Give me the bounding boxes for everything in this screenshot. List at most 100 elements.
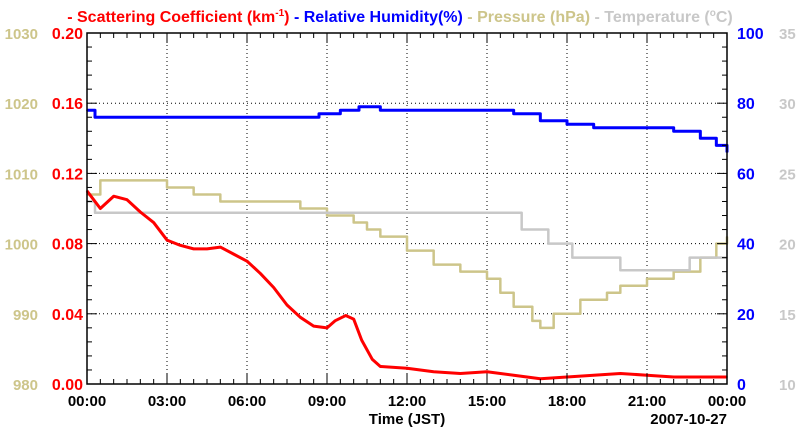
- data-point-scattering: [512, 374, 515, 377]
- series-line-scattering: [85, 190, 727, 381]
- y-tick-label-humidity: 60: [737, 166, 755, 183]
- x-axis-label: Time (JST): [369, 411, 445, 428]
- y-tick-label-humidity: 20: [737, 307, 755, 324]
- x-tick-label: 03:00: [148, 393, 186, 410]
- legend-label: - Relative Humidity(%): [290, 9, 463, 26]
- y-tick-label-pressure: 1010: [5, 166, 38, 183]
- data-point-humidity: [512, 112, 515, 115]
- y-tick-label-pressure: 1020: [5, 96, 38, 113]
- data-point-pressure: [531, 320, 534, 322]
- data-point-pressure: [99, 179, 102, 182]
- data-point-pressure: [326, 214, 328, 217]
- data-point-temperature: [571, 256, 574, 259]
- y-tick-label-temperature: 25: [779, 166, 796, 183]
- data-point-humidity: [699, 137, 702, 140]
- legend-label: - Scattering Coefficient (km: [67, 9, 275, 26]
- x-tick-label: 15:00: [468, 393, 506, 410]
- y-tick-label-scattering: 0.12: [52, 166, 83, 183]
- x-tick-label: 12:00: [388, 393, 426, 410]
- data-point-humidity: [592, 126, 595, 129]
- y-tick-label-temperature: 15: [779, 307, 796, 324]
- legend-entry: - Temperature (oC): [590, 8, 733, 26]
- data-point-scattering: [672, 376, 675, 378]
- data-point-scattering: [326, 327, 328, 329]
- y-tick-label-pressure: 980: [13, 377, 38, 394]
- y-tick-label-pressure: 1000: [5, 237, 38, 254]
- data-point-pressure: [512, 305, 515, 308]
- data-point-pressure: [646, 277, 648, 280]
- legend: - Scattering Coefficient (km-1) - Relati…: [67, 8, 733, 26]
- data-point-scattering: [206, 248, 208, 250]
- x-tick-label: 21:00: [628, 393, 666, 410]
- data-point-scattering: [299, 316, 302, 319]
- y-tick-label-scattering: 0.08: [52, 237, 83, 254]
- y-tick-label-scattering: 0.04: [52, 307, 83, 324]
- data-point-scattering: [371, 358, 374, 361]
- data-point-scattering: [592, 374, 595, 377]
- data-point-humidity: [499, 109, 502, 112]
- data-point-scattering: [272, 286, 275, 289]
- data-point-scattering: [246, 260, 248, 262]
- data-point-temperature: [520, 228, 523, 231]
- y-tick-label-humidity: 100: [737, 26, 764, 43]
- data-point-humidity: [358, 105, 360, 108]
- data-point-scattering: [286, 304, 288, 306]
- data-point-pressure: [606, 291, 608, 294]
- data-point-humidity: [659, 126, 662, 129]
- data-point-scattering: [166, 239, 168, 241]
- legend-superscript: o: [710, 8, 716, 19]
- data-point-pressure: [192, 193, 195, 196]
- data-point-pressure: [379, 235, 382, 238]
- x-tick-label: 18:00: [548, 393, 586, 410]
- data-point-pressure: [166, 186, 168, 189]
- y-tick-label-scattering: 0.16: [52, 96, 83, 113]
- data-point-scattering: [619, 372, 622, 375]
- legend-entry: - Relative Humidity(%): [290, 9, 463, 26]
- x-tick-label: 09:00: [308, 393, 346, 410]
- data-point-humidity: [715, 144, 718, 147]
- data-point-scattering: [352, 318, 355, 320]
- y-tick-label-scattering: 0.20: [52, 26, 83, 43]
- date-label: 2007-10-27: [650, 411, 727, 428]
- legend-superscript: -1: [275, 8, 284, 19]
- legend-entry: - Pressure (hPa): [463, 9, 590, 26]
- data-point-pressure: [459, 270, 462, 273]
- data-point-scattering: [344, 314, 347, 317]
- data-point-scattering: [192, 248, 195, 250]
- legend-label: - Pressure (hPa): [463, 9, 590, 26]
- data-point-scattering: [406, 367, 408, 370]
- data-point-scattering: [259, 272, 262, 275]
- data-point-pressure: [552, 313, 555, 315]
- x-tick-label: 00:00: [68, 393, 106, 410]
- y-tick-label-scattering: 0.00: [52, 377, 83, 394]
- x-tick-label: 06:00: [228, 393, 266, 410]
- data-point-scattering: [459, 372, 462, 375]
- y-tick-label-humidity: 40: [737, 237, 755, 254]
- data-point-pressure: [619, 284, 622, 287]
- data-point-scattering: [486, 370, 488, 373]
- data-point-pressure: [219, 200, 222, 203]
- data-point-pressure: [339, 214, 342, 217]
- data-point-temperature: [688, 256, 691, 259]
- data-point-humidity: [379, 109, 382, 112]
- data-point-scattering: [699, 376, 702, 378]
- y-tick-label-pressure: 990: [13, 307, 38, 324]
- data-point-temperature: [94, 211, 96, 214]
- data-point-scattering: [139, 211, 142, 213]
- y-tick-label-temperature: 20: [779, 237, 796, 254]
- x-tick-label: 00:00: [708, 393, 746, 410]
- data-point-scattering: [99, 207, 102, 210]
- y-tick-label-pressure: 1030: [5, 26, 38, 43]
- data-point-pressure: [579, 298, 582, 301]
- data-point-pressure: [432, 263, 435, 266]
- data-point-humidity: [672, 130, 675, 133]
- data-point-scattering: [219, 246, 222, 248]
- data-point-temperature: [547, 242, 550, 245]
- data-point-scattering: [152, 221, 155, 224]
- data-point-scattering: [334, 320, 336, 322]
- y-tick-label-temperature: 10: [779, 377, 796, 394]
- data-point-scattering: [126, 198, 128, 201]
- data-point-pressure: [406, 249, 408, 252]
- legend-label-tail: ): [284, 9, 289, 26]
